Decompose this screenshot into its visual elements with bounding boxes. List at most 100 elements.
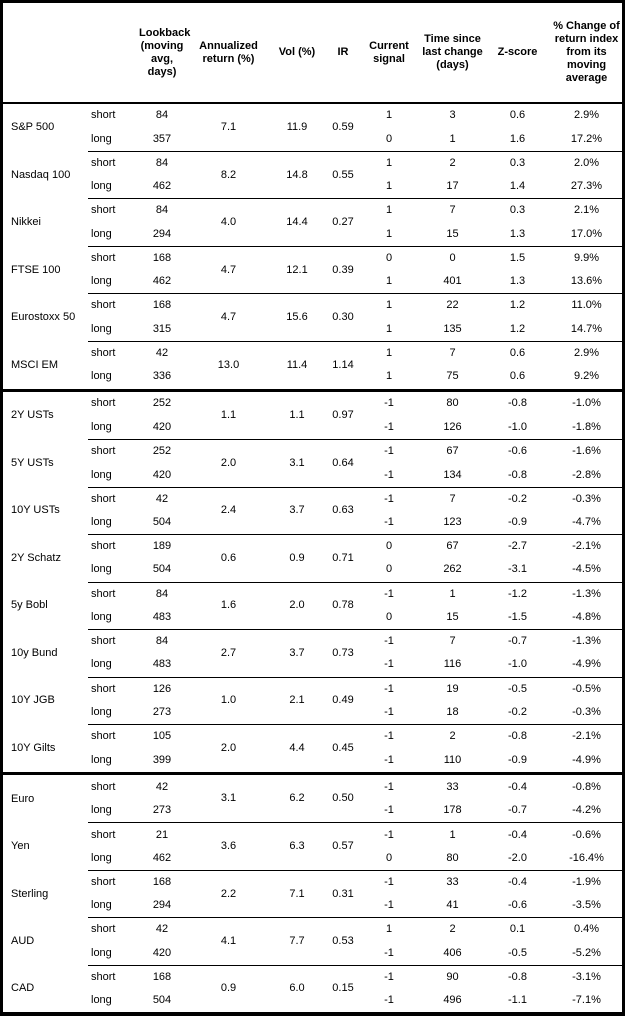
- vol-cell: 15.6: [271, 293, 323, 342]
- asset-name-cell: Sterling: [11, 887, 49, 900]
- time-since-cell: 110: [415, 748, 490, 776]
- pct-change-cell: 2.0%: [573, 156, 600, 169]
- table-row: long 504 -1 496 -1.1 -7.1%: [3, 989, 622, 1012]
- z-score-cell: -2.7: [508, 540, 527, 553]
- time-since-cell: 1: [449, 828, 456, 841]
- lookback-cell: 462: [138, 270, 186, 295]
- time-since-cell: 1: [449, 587, 456, 600]
- vol-cell: 3.7: [271, 629, 323, 678]
- leg-cell: short: [91, 875, 116, 888]
- table-row: long 504 0 262 -3.1 -4.5%: [3, 558, 622, 583]
- signal-cell: -1: [363, 799, 415, 824]
- signal-cell: 0: [363, 558, 415, 583]
- col-header-current-signal: Current signal: [363, 3, 415, 104]
- signal-cell: 1: [363, 222, 415, 247]
- ir-cell: 0.30: [323, 293, 363, 342]
- lookback-cell: 483: [138, 653, 186, 678]
- momentum-signals-table: Lookback (moving avg, days) Annualized r…: [3, 3, 622, 1012]
- leg-cell: short: [91, 682, 116, 695]
- table-row: Euro short 42 3.1 6.2 0.50 -1 33 -0.4 -0.8%: [3, 773, 622, 824]
- table-row: long 294 -1 41 -0.6 -3.5%: [3, 894, 622, 919]
- col-header-pct-change: % Change of return index from its moving…: [545, 3, 622, 104]
- pct-change-cell: 27.3%: [545, 175, 622, 200]
- z-score-cell: -1.0: [490, 653, 545, 678]
- signal-cell: 1: [363, 175, 415, 200]
- time-since-cell: 135: [415, 317, 490, 342]
- header-row: Lookback (moving avg, days) Annualized r…: [3, 3, 622, 104]
- asset-name-cell: MSCI EM: [3, 341, 88, 392]
- z-score-cell: 1.6: [490, 127, 545, 152]
- vol-cell: 12.1: [271, 246, 323, 295]
- signal-cell: -1: [363, 415, 415, 441]
- signal-cell: -1: [363, 510, 415, 536]
- time-since-cell: 7: [449, 492, 456, 505]
- time-since-cell: 80: [415, 846, 490, 871]
- vol-cell: 6.2: [271, 773, 323, 824]
- leg-cell: long: [88, 605, 138, 631]
- lookback-cell: 42: [155, 780, 169, 793]
- signal-cell: -1: [363, 700, 415, 725]
- ir-cell: 0.57: [323, 822, 363, 871]
- asset-name-cell: 10Y JGB: [11, 694, 55, 707]
- annualized-return-cell: 13.0: [186, 341, 271, 392]
- table-row: Yen short 21 3.6 6.3 0.57 -1 1 -0.4 -0.6%: [3, 822, 622, 871]
- lookback-cell: 273: [138, 700, 186, 725]
- z-score-cell: -1.0: [490, 415, 545, 441]
- asset-name-cell: AUD: [11, 935, 35, 948]
- asset-name-cell: 10Y Gilts: [3, 724, 88, 776]
- time-since-cell: 90: [446, 970, 459, 983]
- signal-cell: 0: [385, 540, 393, 553]
- signal-cell: -1: [363, 463, 415, 488]
- time-since-cell: 15: [415, 605, 490, 631]
- table-row: long 420 -1 406 -0.5 -5.2%: [3, 941, 622, 966]
- annualized-return-cell: 1.6: [186, 582, 271, 631]
- pct-change-cell: -1.8%: [545, 415, 622, 441]
- leg-cell: short: [91, 109, 116, 122]
- signal-cell: -1: [384, 682, 394, 695]
- asset-name-cell: S&P 500: [11, 121, 55, 134]
- leg-cell: short: [91, 204, 116, 217]
- pct-change-cell: -2.8%: [545, 463, 622, 488]
- table-row: Sterling short 168 2.2 7.1 0.31 -1 33 -0.4 -1.9%: [3, 870, 622, 919]
- time-since-cell: 17: [415, 175, 490, 200]
- table-row: long 462 1 401 1.3 13.6%: [3, 270, 622, 295]
- z-score-cell: -0.5: [490, 941, 545, 966]
- signal-cell: -1: [384, 994, 394, 1007]
- leg-cell: short: [91, 587, 116, 600]
- asset-name-cell: 5y Bobl: [11, 599, 48, 612]
- z-score-cell: -0.4: [508, 780, 527, 793]
- table-row: Eurostoxx 50 short 168 4.7 15.6 0.30 1 22 1.2 11.…: [3, 293, 622, 342]
- ir-cell: 0.97: [323, 390, 363, 441]
- leg-cell: long: [88, 317, 138, 342]
- time-since-cell: 22: [446, 299, 459, 312]
- lookback-cell: 357: [138, 127, 186, 152]
- annualized-return-cell: 2.0: [186, 724, 271, 776]
- vol-cell: 2.1: [271, 677, 323, 725]
- pct-change-cell: -4.9%: [545, 748, 622, 776]
- z-score-cell: -0.2: [490, 700, 545, 725]
- table-row: long 462 0 80 -2.0 -16.4%: [3, 846, 622, 871]
- leg-cell: short: [91, 397, 116, 410]
- vol-cell: 2.0: [271, 582, 323, 631]
- z-score-cell: -3.1: [490, 558, 545, 583]
- lookback-cell: 504: [152, 994, 172, 1007]
- ir-cell: 0.71: [323, 534, 363, 583]
- ir-cell: 0.27: [323, 198, 363, 247]
- lookback-cell: 84: [155, 204, 169, 217]
- signal-cell: -1: [384, 828, 394, 841]
- ir-cell: 0.55: [323, 151, 363, 200]
- table-row: Nasdaq 100 short 84 8.2 14.8 0.55 1 2 0.3 2.0%: [3, 151, 622, 200]
- leg-cell: long: [88, 463, 138, 488]
- ir-cell: 0.53: [323, 917, 363, 966]
- signal-cell: -1: [384, 730, 394, 743]
- table-row: 2Y USTs short 252 1.1 1.1 0.97 -1 80 -0.8 -1.0%: [3, 390, 622, 441]
- pct-change-cell: -1.6%: [572, 445, 601, 458]
- asset-name-cell: 2Y USTs: [11, 409, 54, 422]
- vol-cell: 6.3: [271, 822, 323, 871]
- pct-change-cell: -4.5%: [545, 558, 622, 583]
- asset-name-cell: Yen: [11, 840, 30, 853]
- lookback-cell: 504: [138, 510, 186, 536]
- lookback-cell: 294: [138, 894, 186, 919]
- table-row: FTSE 100 short 168 4.7 12.1 0.39 0 0 1.5 9.9%: [3, 246, 622, 295]
- asset-name-cell: Nasdaq 100: [11, 168, 71, 181]
